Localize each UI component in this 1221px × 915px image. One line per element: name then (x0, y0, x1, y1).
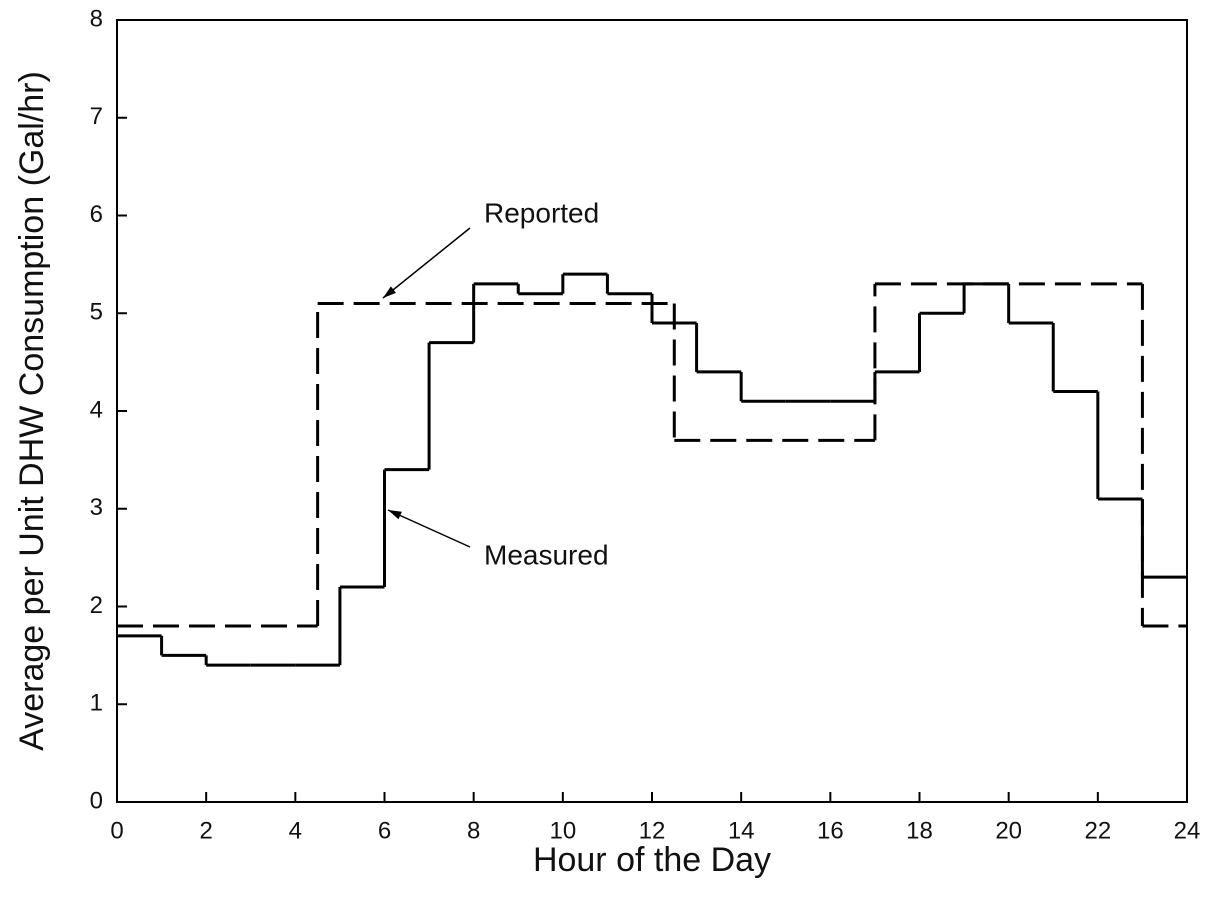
annotation-arrow (387, 509, 471, 548)
series-annotation: Reported (484, 197, 599, 228)
x-tick-label: 4 (289, 817, 302, 844)
x-tick-label: 20 (995, 817, 1022, 844)
x-tick-label: 0 (110, 817, 123, 844)
y-tick-label: 4 (90, 396, 103, 423)
x-tick-label: 22 (1084, 817, 1111, 844)
annotation-arrow (382, 227, 471, 299)
y-axis-title: Average per Unit DHW Consumption (Gal/hr… (13, 71, 51, 751)
x-tick-label: 10 (549, 817, 576, 844)
x-tick-label: 24 (1174, 817, 1201, 844)
plot-frame (116, 19, 1188, 803)
x-tick-label: 8 (467, 817, 480, 844)
x-axis-title: Hour of the Day (533, 841, 771, 879)
y-tick-label: 1 (90, 690, 103, 717)
x-tick-label: 2 (199, 817, 212, 844)
arrow-head (383, 286, 397, 298)
x-tick-label: 12 (639, 817, 666, 844)
y-tick-label: 5 (90, 299, 103, 326)
series-annotation: Measured (484, 539, 609, 570)
arrow-head (388, 510, 402, 520)
x-tick-label: 18 (906, 817, 933, 844)
y-tick-label: 0 (90, 787, 103, 814)
y-tick-label: 3 (90, 494, 103, 521)
x-tick-label: 6 (378, 817, 391, 844)
y-tick-label: 8 (90, 5, 103, 32)
y-tick-label: 2 (90, 592, 103, 619)
x-tick-label: 16 (817, 817, 844, 844)
y-tick-label: 7 (90, 103, 103, 130)
x-tick-label: 14 (728, 817, 755, 844)
y-tick-label: 6 (90, 201, 103, 228)
